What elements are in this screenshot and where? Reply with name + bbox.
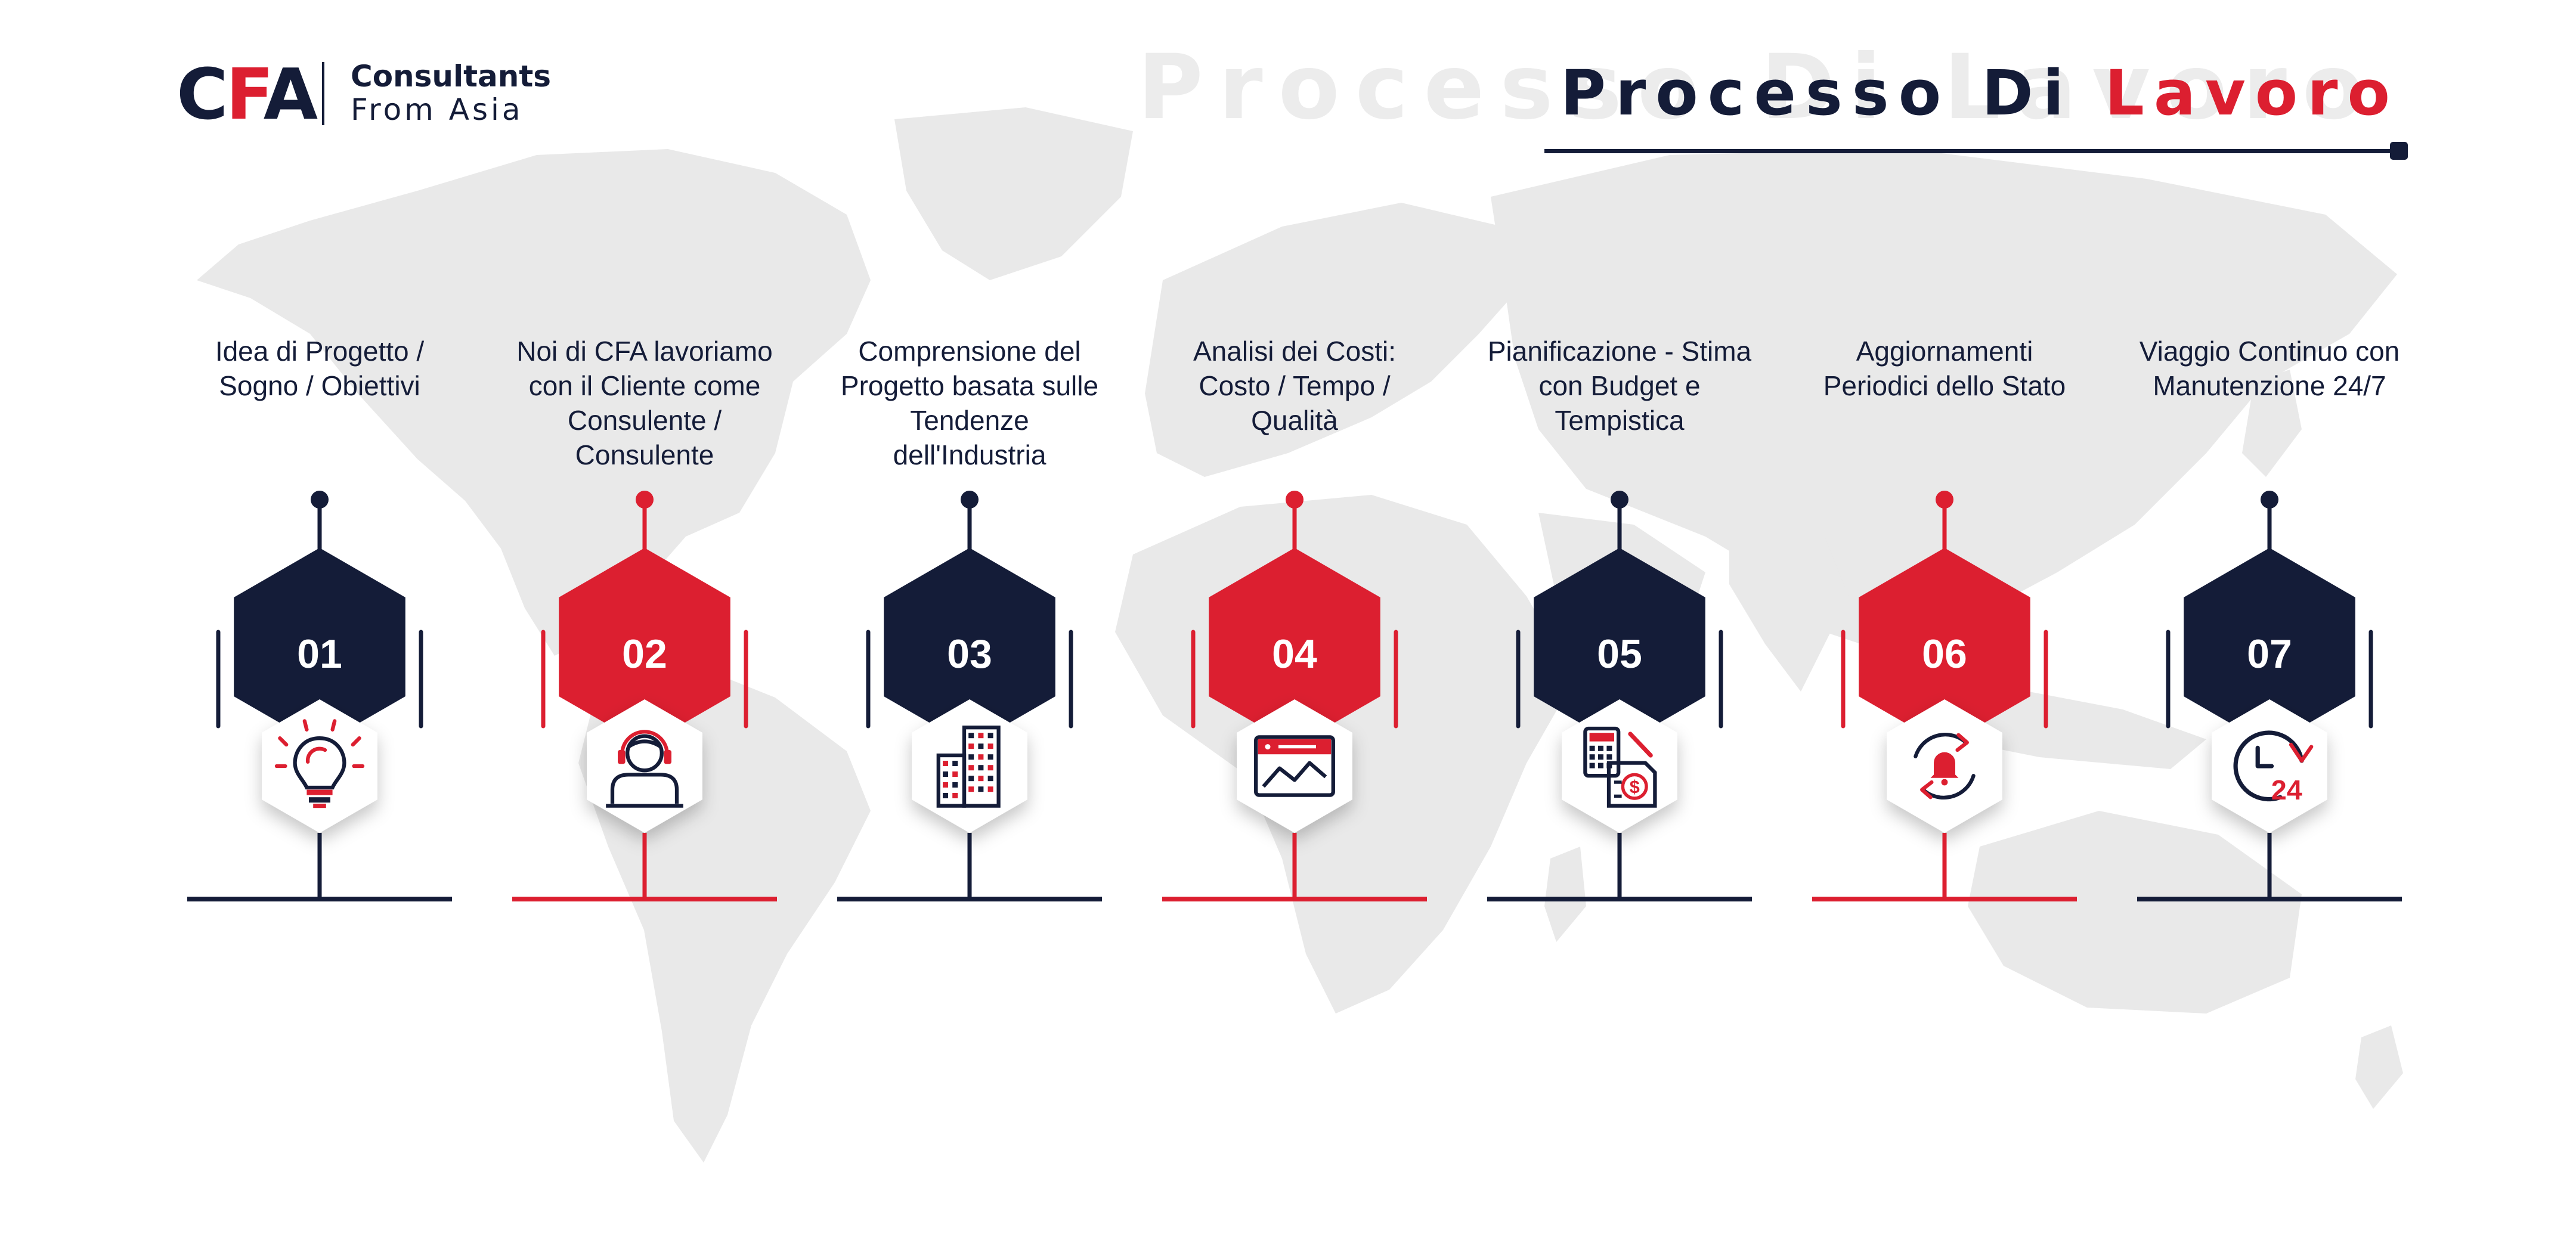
step-label-1: Idea di Progetto / Sogno / Obiettivi bbox=[215, 336, 425, 401]
map-madagascar bbox=[1544, 847, 1586, 942]
step-number-hexagon bbox=[234, 548, 405, 746]
step-number-hexagon bbox=[1534, 548, 1705, 746]
step-number: 07 bbox=[2247, 631, 2292, 677]
title-main: Processo Di bbox=[1560, 57, 2074, 129]
page-title: Processo Di Lavoro bbox=[1561, 57, 2399, 129]
logo-divider bbox=[322, 62, 324, 125]
title-accent: Lavoro bbox=[2104, 57, 2399, 129]
step-number-hexagon bbox=[1859, 548, 2030, 746]
consultant-headset-icon bbox=[606, 730, 683, 808]
title-underline bbox=[1544, 149, 2403, 153]
clock-24-7-icon: 24 bbox=[2233, 730, 2314, 805]
process-step-02: 02 bbox=[512, 491, 777, 901]
step-label-4: Analisi dei Costi: Costo / Tempo / Quali… bbox=[1193, 336, 1397, 436]
step-number: 06 bbox=[1922, 631, 1967, 677]
budget-calculator-icon: $ bbox=[1583, 726, 1657, 808]
svg-text:24: 24 bbox=[2271, 774, 2302, 805]
cost-chart-icon bbox=[1254, 735, 1335, 797]
map-asia bbox=[1491, 149, 2397, 656]
map-north-america bbox=[197, 149, 871, 656]
lightbulb-icon bbox=[274, 719, 365, 808]
process-step-05: 05 $ bbox=[1487, 491, 1752, 901]
map-greenland bbox=[894, 107, 1133, 280]
map-australia bbox=[1968, 811, 2302, 1014]
title-underline-end-cap bbox=[2390, 142, 2408, 160]
step-number-hexagon bbox=[1209, 548, 1380, 746]
process-step-03: 03 bbox=[837, 491, 1102, 901]
process-step-04: 04 bbox=[1162, 491, 1427, 901]
svg-text:$: $ bbox=[1630, 777, 1640, 797]
title-watermark: Processo Di Lavoro bbox=[1137, 36, 2379, 140]
step-icon-hexagon bbox=[587, 699, 702, 833]
step-number-hexagon bbox=[884, 548, 1055, 746]
map-japan bbox=[2242, 370, 2302, 477]
step-icon-hexagon bbox=[1237, 699, 1352, 833]
step-label-3: Comprensione del Progetto basata sulle T… bbox=[840, 336, 1099, 470]
step-number: 05 bbox=[1597, 631, 1642, 677]
step-number-hexagon bbox=[559, 548, 730, 746]
step-label-6: Aggiornamenti Periodici dello Stato bbox=[1823, 336, 2066, 401]
step-number: 01 bbox=[297, 631, 342, 677]
map-india bbox=[1729, 525, 1849, 692]
notification-cycle-icon bbox=[1914, 733, 1976, 799]
step-label-5: Pianificazione - Stima con Budget e Temp… bbox=[1487, 336, 1752, 436]
step-number: 03 bbox=[947, 631, 992, 677]
step-number: 02 bbox=[622, 631, 667, 677]
step-label-2: Noi di CFA lavoriamo con il Cliente come… bbox=[516, 336, 773, 470]
process-step-06: 06 bbox=[1812, 491, 2077, 901]
step-number: 04 bbox=[1272, 631, 1317, 677]
step-icon-hexagon bbox=[262, 699, 377, 833]
process-step-07: 07 24 bbox=[2137, 491, 2402, 901]
process-step-01: 01 bbox=[187, 491, 452, 901]
step-label-7: Viaggio Continuo con Manutenzione 24/7 bbox=[2139, 336, 2400, 401]
brand-name-line1: Consultants bbox=[351, 59, 552, 94]
map-new-zealand bbox=[2355, 1025, 2403, 1109]
buildings-icon bbox=[936, 726, 1001, 808]
brand-name-line2: From Asia bbox=[351, 92, 524, 127]
logo-mark: CFA bbox=[177, 53, 318, 135]
map-europe bbox=[1145, 203, 1527, 477]
step-number-hexagon bbox=[2184, 548, 2355, 746]
